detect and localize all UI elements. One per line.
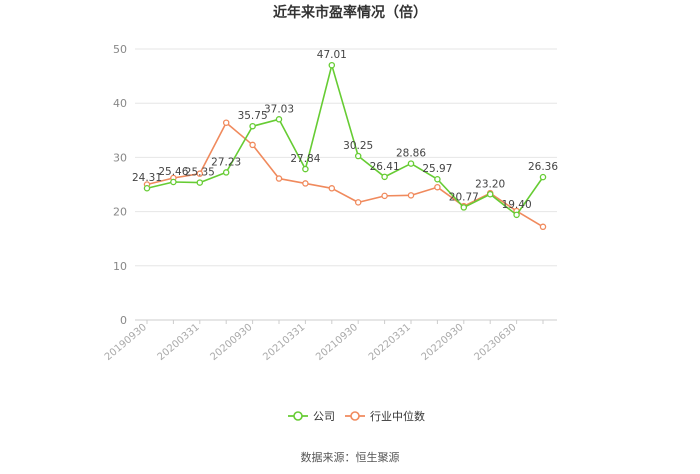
data-label: 26.36 xyxy=(528,161,558,173)
data-label: 28.86 xyxy=(396,148,426,160)
legend[interactable]: 公司 行业中位数 xyxy=(288,409,425,423)
x-tick-label: 20210930 xyxy=(314,322,360,363)
x-tick-label: 20210331 xyxy=(261,322,307,363)
data-point-company xyxy=(513,211,520,219)
legend-item-industry-median[interactable]: 行业中位数 xyxy=(345,409,425,423)
data-label: 25.97 xyxy=(422,163,452,175)
data-label: 25.35 xyxy=(185,167,215,179)
x-tick-label: 20200331 xyxy=(156,322,202,363)
data-point-industry-median xyxy=(539,223,547,231)
data-point-company xyxy=(275,116,283,123)
source-note: 数据来源：恒生聚源 xyxy=(301,450,400,464)
data-label: 27.23 xyxy=(211,156,241,168)
legend-item-company[interactable]: 公司 xyxy=(288,410,335,423)
data-point-company xyxy=(407,160,415,167)
data-point-industry-median xyxy=(302,180,309,187)
data-point-industry-median xyxy=(328,185,336,192)
data-point-company xyxy=(539,173,547,181)
x-tick-label: 20230630 xyxy=(472,322,518,363)
data-point-company xyxy=(354,152,362,160)
legend-swatch-marker xyxy=(293,411,303,421)
data-point-company xyxy=(222,169,230,176)
legend-swatch-marker xyxy=(350,411,360,421)
y-tick-label: 0 xyxy=(120,314,127,327)
y-tick-label: 50 xyxy=(113,43,127,56)
series-line-industry-median xyxy=(146,121,544,228)
chart-title: 近年来市盈率情况（倍） xyxy=(273,4,427,21)
series-group xyxy=(143,61,547,231)
data-point-company xyxy=(196,179,204,186)
data-label: 19.40 xyxy=(502,199,532,211)
data-label: 24.31 xyxy=(132,172,162,184)
data-point-industry-median xyxy=(249,141,256,149)
series-line-company xyxy=(146,64,544,216)
data-point-company xyxy=(302,165,309,173)
x-axis: 20190930 20200331 20200930 20210331 20210930… xyxy=(103,320,544,363)
data-point-industry-median xyxy=(434,183,441,191)
data-label: 26.41 xyxy=(370,161,400,173)
data-point-company xyxy=(381,173,388,181)
data-label: 37.03 xyxy=(264,103,294,115)
data-point-industry-median xyxy=(196,170,204,177)
data-point-industry-median xyxy=(381,192,388,200)
data-point-company xyxy=(328,61,336,69)
y-tick-label: 20 xyxy=(113,206,127,219)
x-tick-label: 20190930 xyxy=(103,322,149,363)
data-point-company xyxy=(249,122,256,130)
data-point-company xyxy=(434,175,441,183)
data-label: 23.20 xyxy=(475,178,505,190)
data-label: 25.46 xyxy=(158,166,188,178)
y-tick-label: 40 xyxy=(113,97,127,110)
data-point-industry-median xyxy=(354,199,362,206)
data-label: 35.75 xyxy=(238,110,268,122)
data-label: 30.25 xyxy=(343,140,373,152)
legend-label: 公司 xyxy=(313,410,335,423)
data-point-industry-median xyxy=(275,175,283,182)
y-tick-label: 10 xyxy=(113,260,127,273)
data-point-company xyxy=(170,178,177,186)
data-point-industry-median xyxy=(222,119,230,126)
legend-label: 行业中位数 xyxy=(370,409,425,423)
x-tick-label: 20200930 xyxy=(208,322,254,363)
data-point-company xyxy=(486,191,494,198)
data-point-company xyxy=(143,184,151,192)
y-axis: 0 10 20 30 40 50 xyxy=(113,43,127,327)
data-label: 27.84 xyxy=(290,153,320,165)
data-point-industry-median xyxy=(407,192,415,199)
data-label: 20.77 xyxy=(449,191,479,203)
y-tick-label: 30 xyxy=(113,151,127,164)
data-point-company xyxy=(460,204,468,211)
data-label: 47.01 xyxy=(317,49,347,61)
x-tick-label: 20220331 xyxy=(367,322,413,363)
x-tick-label: 20220930 xyxy=(420,322,466,363)
grid-lines xyxy=(135,48,557,321)
